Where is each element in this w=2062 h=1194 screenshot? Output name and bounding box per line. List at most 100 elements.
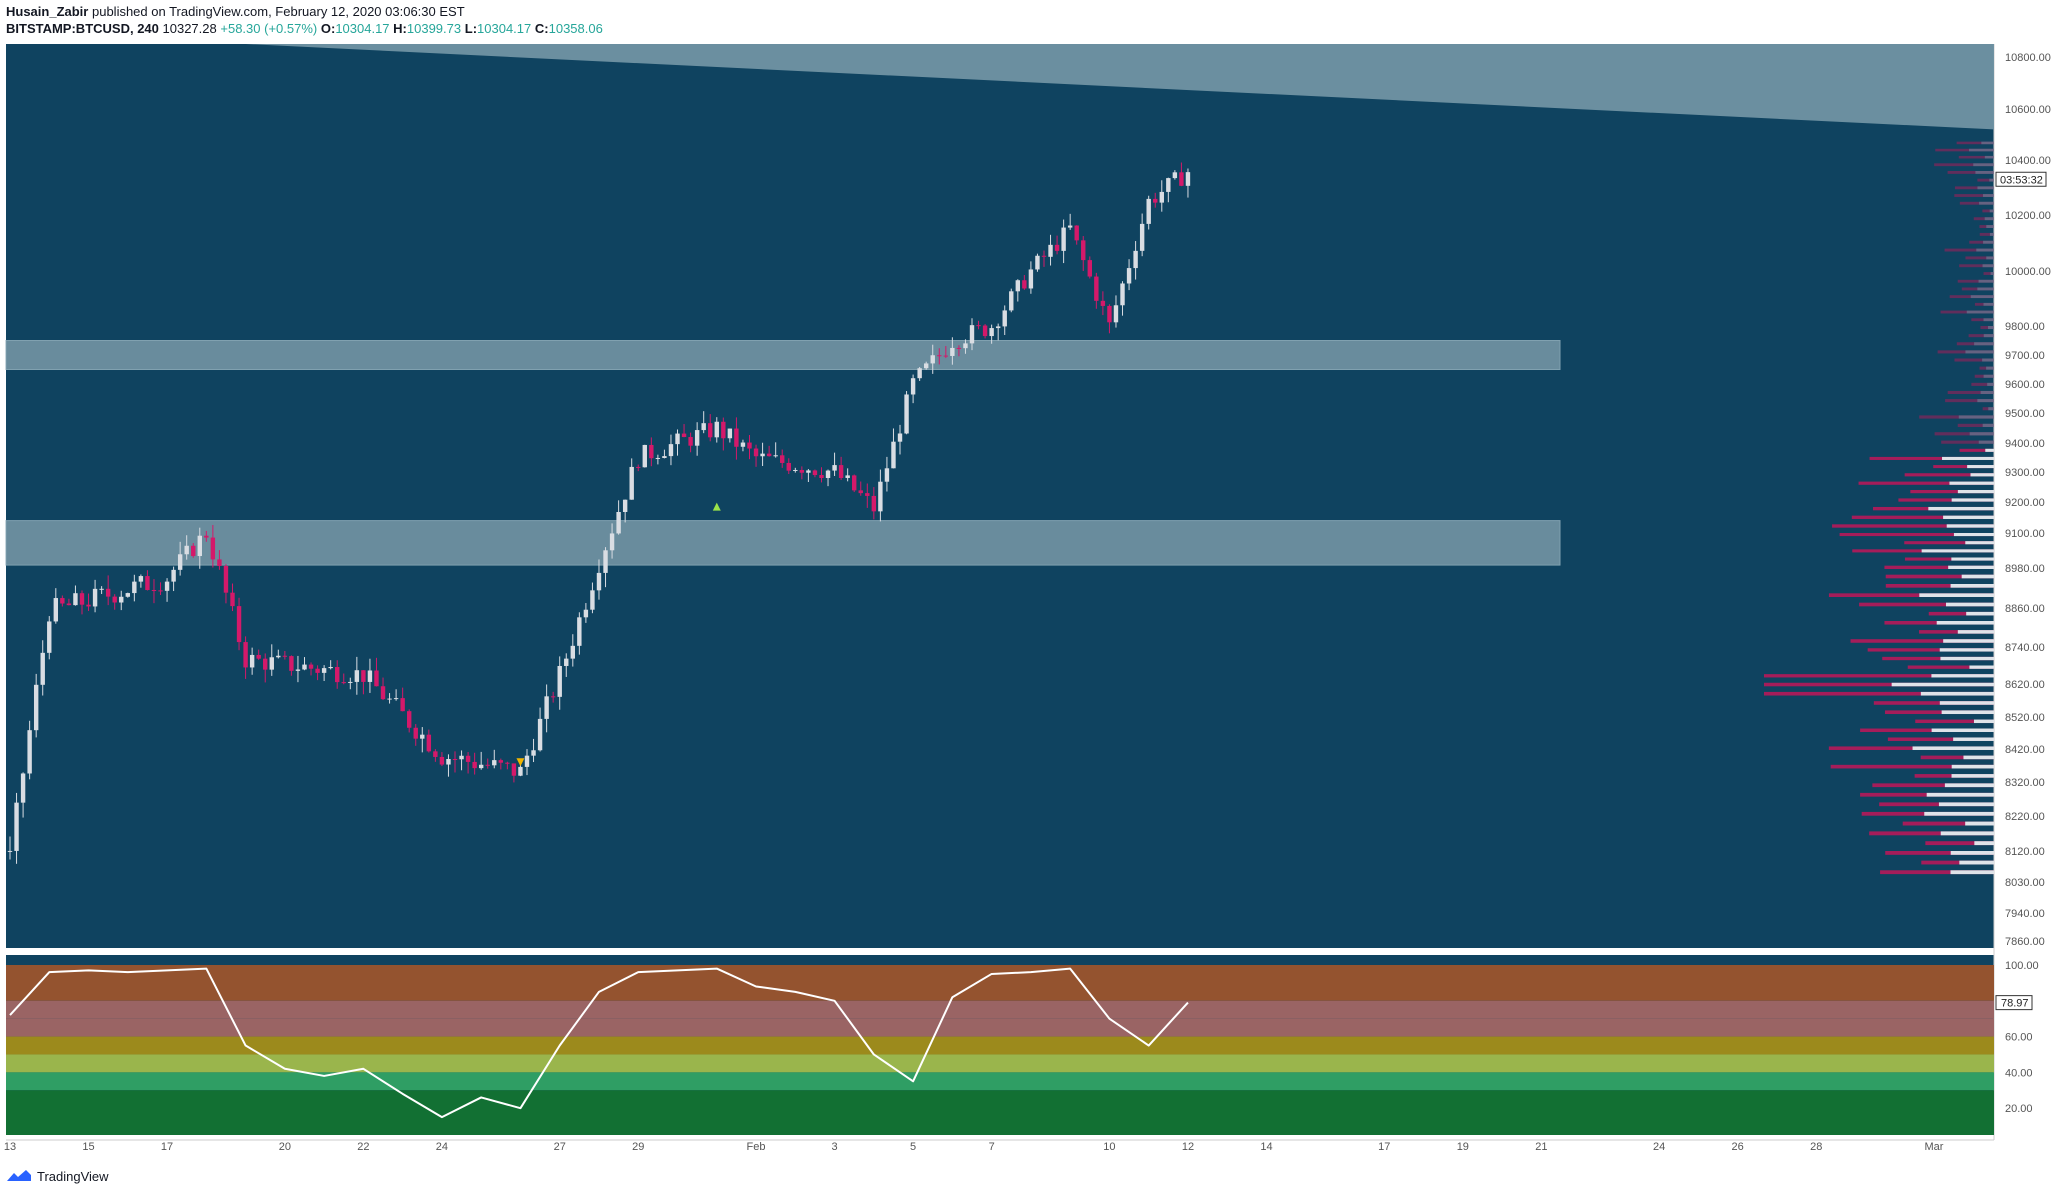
candle-body [950,347,955,356]
oscillator-band-1 [6,965,1994,1001]
candle-body [963,343,968,349]
candle-body [865,493,870,496]
candle-body [478,764,484,769]
price-axis[interactable] [1994,44,2062,1140]
candle-body [943,355,949,357]
volume-profile-bar [1764,682,1994,687]
time-tick-label: 27 [554,1141,566,1153]
candle-body [668,444,674,457]
candle-body [701,423,706,431]
high-value: 10399.73 [406,21,462,36]
tradingview-logo-icon[interactable] [6,1168,32,1184]
volume-profile-bar [1951,764,1994,769]
candle-body [511,763,517,776]
price-tick-label: 10400.00 [2005,155,2051,167]
candle-body [459,755,464,760]
time-tick-label: 26 [1732,1141,1744,1153]
volume-profile-bar [1931,674,1994,678]
candle-body [66,603,72,606]
volume-profile-bar [1965,541,1994,545]
candle-body [1048,244,1053,257]
candle-body [1113,305,1119,323]
candle-body [276,655,281,658]
price-tick-label: 8860.00 [2005,603,2045,615]
candle-body [858,490,863,494]
volume-profile-bar [1950,584,1994,588]
volume-profile-bar [1966,611,1994,616]
volume-profile-bar [1954,194,1994,197]
volume-profile-bar [1910,490,1994,494]
price-tick-label: 8320.00 [2005,777,2045,789]
candle-body [269,657,274,670]
volume-profile-bar [1982,423,1994,427]
volume-profile-bar [1990,272,1994,275]
candle-body [354,670,360,682]
volume-profile-bar [1904,541,1994,545]
candle-body [1074,225,1079,241]
candle-body [105,588,111,597]
candle-body [590,590,595,610]
volume-profile-bar [1987,382,1994,386]
volume-profile-bar [1973,163,1994,167]
candle-body [570,645,576,659]
volume-profile-bar [1941,710,1994,715]
volume-profile-bar [1869,831,1994,836]
volume-profile-bar [1980,326,1994,330]
candle-body [910,378,916,395]
volume-profile-bar [1764,691,1994,696]
volume-profile-bar [1951,774,1994,778]
candle-body [380,686,386,700]
candle-body [145,576,150,591]
candle-body [1054,244,1060,251]
candle-body [400,698,405,712]
volume-profile-bar [1965,350,1994,354]
candle-body [485,764,490,766]
volume-profile-bar [1988,326,1994,330]
volume-profile-bar [1950,851,1994,855]
price-tick-label: 10000.00 [2005,266,2051,278]
candle-body [282,655,288,657]
candle-body [236,606,242,643]
candle-body [1035,255,1040,270]
volume-profile-bar [1946,524,1994,528]
volume-profile-bar [1951,557,1994,561]
oscillator-band-4 [6,1036,1994,1055]
current-price-label: 03:53:32 [2000,174,2043,186]
candle-body [636,466,641,468]
volume-profile-bar [1961,574,1994,579]
volume-profile-bar [1982,194,1994,197]
candle-body [891,441,896,469]
time-tick-label: 19 [1457,1141,1469,1153]
volume-profile-bar [1977,186,1994,190]
candle-body [825,470,831,479]
time-tick-label: 13 [4,1141,16,1153]
price-tick-label: 9300.00 [2005,467,2045,479]
volume-profile-bar [1965,821,1994,826]
volume-profile-bar [1935,148,1994,152]
volume-profile-bar [1951,498,1994,502]
author-name[interactable]: Husain_Zabir [6,4,89,19]
descending-channel-band [6,44,1994,130]
candle-body [446,758,451,765]
candle-body [315,668,320,673]
candle-body [1166,178,1171,192]
candle-body [413,727,418,739]
high-label: H: [393,21,407,36]
candle-body [603,550,608,573]
volume-profile-bar [1978,440,1994,444]
volume-profile-bar [1885,584,1994,588]
candle-body [439,756,445,765]
candle-body [773,455,778,457]
candle-body [897,433,903,442]
candle-body [374,670,379,687]
volume-profile-bar [1920,755,1994,760]
volume-profile-bar [1943,515,1994,519]
volume-profile-bar [1860,728,1994,732]
candle-body [923,363,929,369]
volume-profile-bar [1977,178,1994,182]
footer-brand[interactable]: TradingView [37,1168,109,1184]
volume-profile-bar [1983,272,1994,275]
volume-profile-bar [1921,860,1994,865]
candle-body [982,325,988,337]
